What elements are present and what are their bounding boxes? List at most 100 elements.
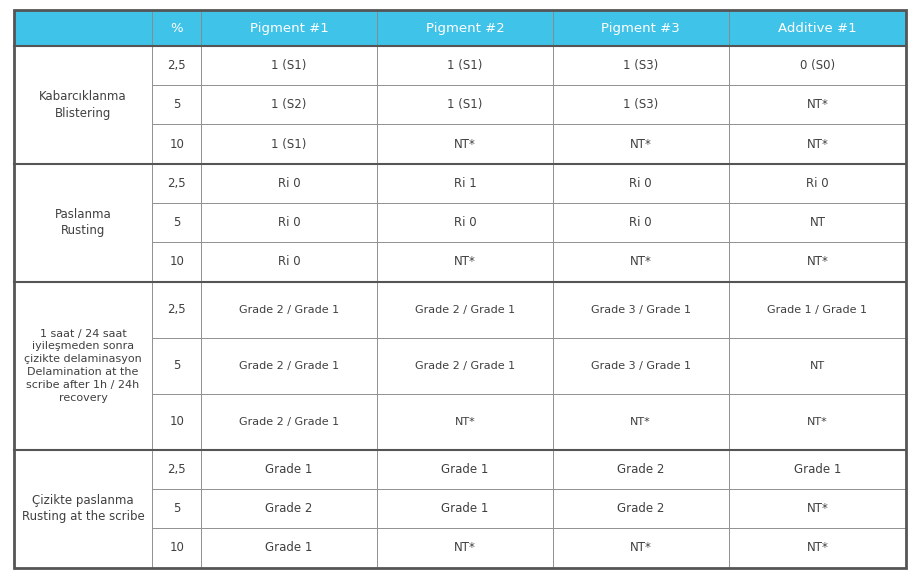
Bar	[728, 46, 905, 85]
Text: NT*: NT*	[630, 417, 651, 427]
Bar	[377, 489, 552, 528]
Text: NT*: NT*	[454, 417, 475, 427]
Bar	[201, 528, 377, 568]
Text: Grade 2 / Grade 1: Grade 2 / Grade 1	[414, 305, 515, 314]
Bar	[152, 450, 201, 489]
Text: 0 (S0): 0 (S0)	[799, 59, 834, 72]
Text: Ri 0: Ri 0	[805, 177, 828, 190]
Bar	[201, 489, 377, 528]
Bar	[552, 10, 728, 46]
Bar	[552, 85, 728, 124]
Text: 1 saat / 24 saat
iyileşmeden sonra
çizikte delaminasyon
Delamination at the
scri: 1 saat / 24 saat iyileşmeden sonra çizik…	[24, 329, 142, 403]
Text: Çizikte paslanma
Rusting at the scribe: Çizikte paslanma Rusting at the scribe	[21, 494, 144, 524]
Text: 5: 5	[173, 98, 180, 112]
Bar	[152, 85, 201, 124]
Bar	[377, 10, 552, 46]
Text: 5: 5	[173, 216, 180, 229]
Text: NT*: NT*	[806, 542, 827, 554]
Bar	[152, 203, 201, 242]
Text: Grade 2 / Grade 1: Grade 2 / Grade 1	[239, 417, 339, 427]
Bar	[552, 164, 728, 203]
Bar	[552, 489, 728, 528]
Bar	[728, 10, 905, 46]
Text: NT*: NT*	[806, 255, 827, 268]
Bar	[201, 281, 377, 338]
Bar	[552, 242, 728, 281]
Text: 2,5: 2,5	[167, 303, 186, 316]
Bar	[728, 281, 905, 338]
Text: NT*: NT*	[453, 542, 475, 554]
Text: Pigment #3: Pigment #3	[601, 21, 679, 35]
Bar	[152, 528, 201, 568]
Bar	[552, 394, 728, 450]
Bar	[152, 46, 201, 85]
Text: Grade 1: Grade 1	[793, 463, 840, 476]
Bar	[152, 394, 201, 450]
Text: NT*: NT*	[806, 502, 827, 515]
Text: 1 (S3): 1 (S3)	[622, 59, 658, 72]
Bar	[201, 124, 377, 164]
Text: NT*: NT*	[806, 98, 827, 112]
Bar	[552, 281, 728, 338]
Bar	[152, 489, 201, 528]
Bar	[728, 164, 905, 203]
Bar	[728, 528, 905, 568]
Bar	[14, 46, 152, 164]
Text: NT*: NT*	[453, 138, 475, 151]
Text: 1 (S1): 1 (S1)	[447, 98, 482, 112]
Bar	[377, 124, 552, 164]
Text: Grade 3 / Grade 1: Grade 3 / Grade 1	[590, 361, 690, 370]
Text: Additive #1: Additive #1	[777, 21, 856, 35]
Bar	[377, 242, 552, 281]
Text: Ri 0: Ri 0	[453, 216, 476, 229]
Text: 1 (S3): 1 (S3)	[622, 98, 658, 112]
Bar	[152, 10, 201, 46]
Bar	[201, 46, 377, 85]
Text: Pigment #1: Pigment #1	[249, 21, 328, 35]
Text: Grade 2 / Grade 1: Grade 2 / Grade 1	[239, 305, 339, 314]
Bar	[552, 338, 728, 394]
Bar	[552, 450, 728, 489]
Text: %: %	[170, 21, 183, 35]
Text: Grade 1 / Grade 1: Grade 1 / Grade 1	[766, 305, 867, 314]
Bar	[14, 164, 152, 281]
Bar	[728, 338, 905, 394]
Bar	[728, 242, 905, 281]
Bar	[377, 46, 552, 85]
Text: 10: 10	[169, 138, 184, 151]
Bar	[201, 203, 377, 242]
Bar	[728, 124, 905, 164]
Text: 2,5: 2,5	[167, 177, 186, 190]
Bar	[201, 338, 377, 394]
Text: 2,5: 2,5	[167, 59, 186, 72]
Bar	[201, 10, 377, 46]
Text: NT*: NT*	[630, 542, 651, 554]
Bar	[377, 450, 552, 489]
Bar	[201, 450, 377, 489]
Text: Grade 1: Grade 1	[441, 463, 488, 476]
Text: 1 (S1): 1 (S1)	[271, 59, 306, 72]
Text: Ri 0: Ri 0	[629, 177, 652, 190]
Text: Grade 2: Grade 2	[617, 502, 664, 515]
Bar	[377, 528, 552, 568]
Text: 10: 10	[169, 415, 184, 428]
Text: NT*: NT*	[630, 255, 651, 268]
Bar	[377, 281, 552, 338]
Text: Grade 1: Grade 1	[441, 502, 488, 515]
Bar	[201, 85, 377, 124]
Text: NT*: NT*	[630, 138, 651, 151]
Bar	[377, 338, 552, 394]
Text: Grade 2 / Grade 1: Grade 2 / Grade 1	[239, 361, 339, 370]
Text: Ri 1: Ri 1	[453, 177, 476, 190]
Bar	[201, 242, 377, 281]
Bar	[552, 46, 728, 85]
Text: 5: 5	[173, 359, 180, 372]
Text: Paslanma
Rusting: Paslanma Rusting	[54, 208, 111, 238]
Text: 2,5: 2,5	[167, 463, 186, 476]
Text: NT*: NT*	[806, 138, 827, 151]
Text: Grade 2: Grade 2	[265, 502, 312, 515]
Bar	[377, 85, 552, 124]
Text: Grade 1: Grade 1	[265, 463, 312, 476]
Text: 10: 10	[169, 255, 184, 268]
Text: NT: NT	[809, 216, 824, 229]
